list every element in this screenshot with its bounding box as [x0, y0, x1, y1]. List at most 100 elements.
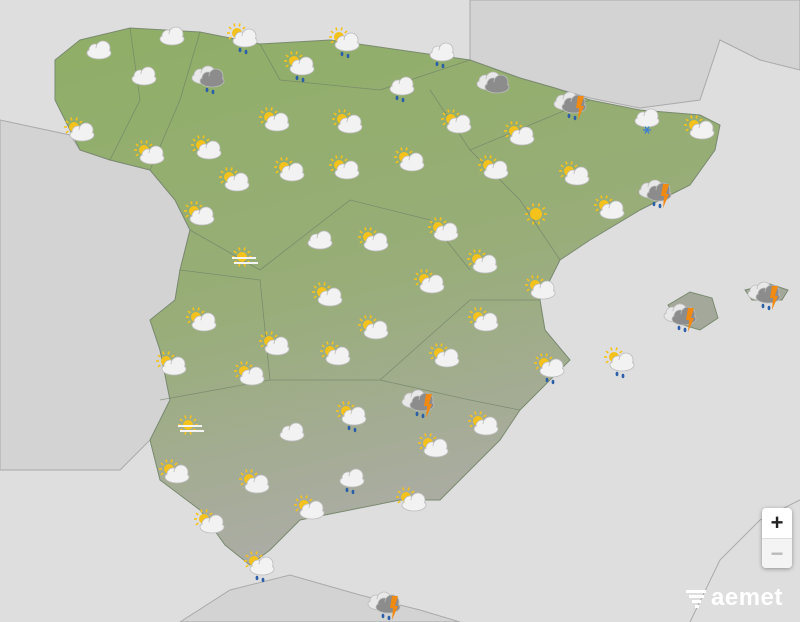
- weather-icon-sun-cloud[interactable]: [684, 115, 715, 140]
- cloud-icon: [264, 336, 290, 356]
- weather-icon-storm[interactable]: [401, 389, 435, 419]
- cloud-icon: [279, 422, 305, 442]
- weather-icon-sun-cloud[interactable]: [358, 227, 389, 252]
- weather-icon-storm[interactable]: [553, 91, 587, 121]
- weather-icon-sun-cloud[interactable]: [294, 495, 325, 520]
- cloud-icon: [139, 145, 165, 165]
- cloud-icon: [446, 114, 472, 134]
- weather-icon-sun-cloud-rain[interactable]: [227, 23, 258, 55]
- weather-icon-sun-cloud[interactable]: [332, 109, 363, 134]
- weather-icon-cloud[interactable]: [159, 26, 185, 46]
- weather-icon-sun-cloud[interactable]: [468, 307, 499, 332]
- weather-icon-sun-cloud[interactable]: [234, 361, 265, 386]
- weather-icon-snow[interactable]: [634, 108, 660, 134]
- rain-icon: [761, 303, 771, 311]
- weather-icon-sun-cloud[interactable]: [312, 282, 343, 307]
- cloud-icon: [289, 56, 315, 76]
- weather-icon-sun-cloud[interactable]: [594, 195, 625, 220]
- weather-icon-sun-cloud[interactable]: [428, 217, 459, 242]
- rain-icon: [255, 575, 265, 583]
- weather-icon-sun-cloud[interactable]: [320, 341, 351, 366]
- weather-icon-storm[interactable]: [367, 591, 401, 621]
- rain-icon: [345, 487, 355, 495]
- weather-icon-dark-cloud[interactable]: [476, 71, 510, 94]
- weather-icon-sun-fog[interactable]: [232, 247, 258, 267]
- cloud-icon: [317, 287, 343, 307]
- cloud-icon: [299, 500, 325, 520]
- weather-icon-cloud[interactable]: [307, 230, 333, 250]
- weather-icon-sun-cloud[interactable]: [329, 155, 360, 180]
- weather-icon-storm[interactable]: [663, 303, 697, 333]
- weather-icon-sun-cloud-rain[interactable]: [534, 353, 565, 385]
- weather-icon-storm[interactable]: [638, 179, 672, 209]
- weather-icon-cloud-rain[interactable]: [339, 468, 365, 495]
- weather-icon-sun[interactable]: [525, 203, 547, 225]
- cloud-icon: [341, 406, 367, 426]
- weather-icon-sun-cloud[interactable]: [259, 107, 290, 132]
- zoom-in-button[interactable]: +: [762, 508, 792, 539]
- weather-icon-sun-cloud[interactable]: [467, 249, 498, 274]
- zoom-control: + −: [762, 508, 792, 568]
- weather-icon-sun-cloud[interactable]: [184, 201, 215, 226]
- weather-icon-sun-cloud[interactable]: [478, 155, 509, 180]
- weather-icons: [64, 23, 781, 621]
- rain-icon: [615, 371, 625, 379]
- lightning-icon: [424, 394, 432, 418]
- sun-icon: [525, 203, 547, 225]
- weather-icon-cloud[interactable]: [131, 66, 157, 86]
- weather-icon-cloud[interactable]: [279, 422, 305, 442]
- weather-icon-dark-cloud-rain[interactable]: [191, 65, 225, 95]
- weather-icon-sun-cloud[interactable]: [239, 469, 270, 494]
- weather-icon-sun-cloud[interactable]: [441, 109, 472, 134]
- weather-icon-sun-cloud-rain[interactable]: [336, 401, 367, 433]
- weather-icon-sun-cloud[interactable]: [358, 315, 389, 340]
- weather-icon-storm[interactable]: [747, 281, 781, 311]
- cloud-icon: [473, 312, 499, 332]
- weather-icon-sun-cloud[interactable]: [468, 411, 499, 436]
- weather-icon-sun-cloud[interactable]: [559, 161, 590, 186]
- rain-icon: [435, 61, 445, 69]
- weather-icon-sun-cloud-rain[interactable]: [284, 51, 315, 83]
- weather-icon-sun-cloud-rain[interactable]: [604, 347, 635, 379]
- weather-icon-sun-cloud[interactable]: [504, 121, 535, 146]
- weather-icon-sun-cloud[interactable]: [525, 275, 556, 300]
- weather-icon-sun-cloud[interactable]: [159, 459, 190, 484]
- aemet-logo-icon: [686, 589, 706, 608]
- rain-icon: [415, 411, 425, 419]
- weather-icon-sun-cloud[interactable]: [394, 147, 425, 172]
- cloud-icon: [434, 348, 460, 368]
- weather-icon-sun-cloud[interactable]: [274, 157, 305, 182]
- weather-icon-sun-cloud[interactable]: [156, 351, 187, 376]
- weather-icon-sun-cloud[interactable]: [396, 487, 427, 512]
- weather-icon-cloud-rain[interactable]: [389, 76, 415, 103]
- weather-icon-sun-cloud-rain[interactable]: [329, 27, 360, 59]
- cloud-icon: [423, 438, 449, 458]
- weather-icon-sun-cloud-rain[interactable]: [244, 551, 275, 583]
- weather-icon-sun-cloud[interactable]: [429, 343, 460, 368]
- weather-icon-sun-fog[interactable]: [178, 415, 204, 435]
- rain-icon: [395, 95, 405, 103]
- weather-icon-sun-cloud[interactable]: [186, 307, 217, 332]
- weather-icon-sun-cloud[interactable]: [194, 509, 225, 534]
- weather-icon-sun-cloud[interactable]: [418, 433, 449, 458]
- cloud-icon: [634, 108, 660, 128]
- cloud-icon: [334, 32, 360, 52]
- weather-icon-sun-cloud[interactable]: [414, 269, 445, 294]
- cloud-icon: [401, 492, 427, 512]
- rain-icon: [205, 87, 215, 95]
- weather-icon-cloud[interactable]: [86, 40, 112, 60]
- cloud-icon: [239, 366, 265, 386]
- weather-icon-cloud-rain[interactable]: [429, 42, 455, 69]
- cloud-icon: [159, 26, 185, 46]
- weather-icon-sun-cloud[interactable]: [191, 135, 222, 160]
- cloud-icon: [307, 230, 333, 250]
- cloud-icon: [189, 206, 215, 226]
- fog-icon: [178, 425, 204, 432]
- weather-icon-sun-cloud[interactable]: [134, 140, 165, 165]
- cloud-icon: [539, 358, 565, 378]
- zoom-out-button[interactable]: −: [762, 539, 792, 568]
- weather-icon-sun-cloud[interactable]: [259, 331, 290, 356]
- weather-icon-sun-cloud[interactable]: [219, 167, 250, 192]
- weather-icon-sun-cloud[interactable]: [64, 117, 95, 142]
